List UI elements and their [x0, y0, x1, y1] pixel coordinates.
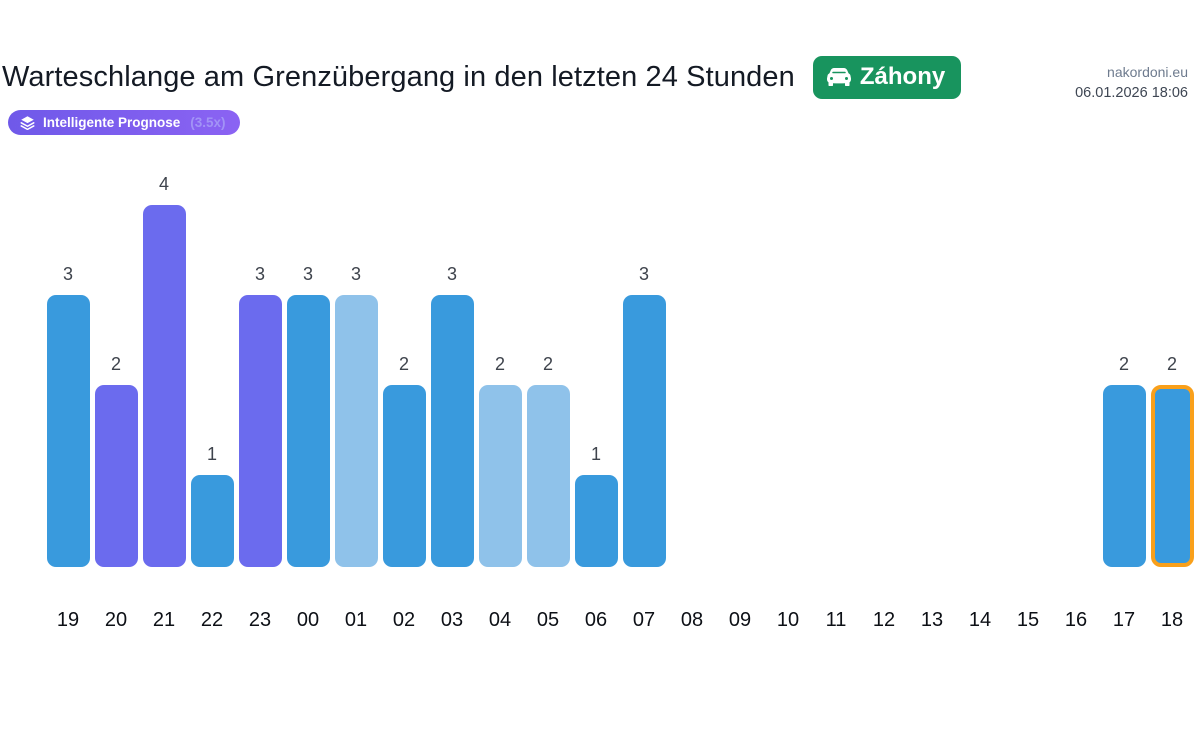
bar-value-label-23: 3 — [254, 264, 265, 284]
x-tick-19: 19 — [56, 609, 80, 631]
forecast-badge[interactable]: Intelligente Prognose (3.5x) — [8, 110, 240, 135]
x-tick-07: 07 — [632, 609, 656, 631]
bar-value-label-22: 1 — [206, 444, 217, 464]
bar-slot-00: 3 — [284, 264, 332, 567]
timestamp: 06.01.2026 18:06 — [1075, 84, 1188, 101]
bars-row: 3 2 4 1 3 3 3 2 3 2 2 1 3 2 2 — [0, 137, 1200, 567]
bar-slot-04: 2 — [476, 354, 524, 567]
bar-slot-19: 3 — [44, 264, 92, 567]
x-tick-14: 14 — [968, 609, 992, 631]
x-tick-15: 15 — [1016, 609, 1040, 631]
x-tick-23: 23 — [248, 609, 272, 631]
bar-06[interactable] — [574, 475, 618, 567]
bar-slot-07: 3 — [620, 264, 668, 567]
bar-slot-17: 2 — [1100, 354, 1148, 567]
bar-slot-20: 2 — [92, 354, 140, 567]
car-front-icon — [826, 65, 851, 89]
x-tick-16: 16 — [1064, 609, 1088, 631]
bar-value-label-04: 2 — [494, 354, 505, 374]
bar-value-label-01: 3 — [350, 264, 361, 284]
bar-slot-21: 4 — [140, 174, 188, 567]
x-tick-06: 06 — [584, 609, 608, 631]
bar-02[interactable] — [382, 385, 426, 567]
bar-value-label-00: 3 — [302, 264, 313, 284]
layers-icon — [20, 115, 35, 130]
bar-04[interactable] — [478, 385, 522, 567]
x-tick-09: 09 — [728, 609, 752, 631]
x-tick-17: 17 — [1112, 609, 1136, 631]
bar-00[interactable] — [286, 295, 330, 567]
bar-22[interactable] — [190, 475, 234, 567]
bar-slot-02: 2 — [380, 354, 428, 567]
bar-slot-05: 2 — [524, 354, 572, 567]
x-tick-08: 08 — [680, 609, 704, 631]
bar-18-highlighted[interactable] — [1150, 385, 1194, 567]
x-tick-11: 11 — [825, 609, 847, 631]
x-tick-12: 12 — [872, 609, 896, 631]
x-tick-21: 21 — [152, 609, 176, 631]
x-tick-13: 13 — [920, 609, 944, 631]
title-row: Warteschlange am Grenzübergang in den le… — [2, 56, 1200, 99]
bar-05[interactable] — [526, 385, 570, 567]
bar-slot-23: 3 — [236, 264, 284, 567]
x-tick-10: 10 — [776, 609, 800, 631]
bar-01[interactable] — [334, 295, 378, 567]
crossing-badge[interactable]: Záhony — [812, 56, 962, 99]
bar-slot-03: 3 — [428, 264, 476, 567]
crossing-badge-label: Záhony — [859, 63, 946, 90]
x-tick-20: 20 — [104, 609, 128, 631]
bar-07[interactable] — [622, 295, 666, 567]
bar-value-label-03: 3 — [446, 264, 457, 284]
bar-value-label-02: 2 — [398, 354, 409, 374]
x-tick-22: 22 — [200, 609, 224, 631]
x-tick-03: 03 — [440, 609, 464, 631]
bar-21[interactable] — [142, 205, 186, 567]
x-tick-18: 18 — [1160, 609, 1184, 631]
bar-03[interactable] — [430, 295, 474, 567]
bar-value-label-18: 2 — [1166, 354, 1177, 374]
bar-19[interactable] — [46, 295, 90, 567]
bar-slot-06: 1 — [572, 444, 620, 567]
bar-slot-01: 3 — [332, 264, 380, 567]
x-tick-02: 02 — [392, 609, 416, 631]
x-tick-05: 05 — [536, 609, 560, 631]
site-info: nakordoni.eu 06.01.2026 18:06 — [1075, 64, 1188, 102]
bar-value-label-17: 2 — [1118, 354, 1129, 374]
bar-value-label-05: 2 — [542, 354, 553, 374]
page-title: Warteschlange am Grenzübergang in den le… — [2, 60, 795, 93]
forecast-badge-label: Intelligente Prognose — [43, 115, 181, 130]
bar-slot-18: 2 — [1148, 354, 1196, 567]
x-tick-04: 04 — [488, 609, 512, 631]
x-axis-labels: 19 20 21 22 23 00 01 02 03 04 05 06 07 08 09 10 11 12 13 14… — [0, 609, 1200, 632]
x-tick-01: 01 — [344, 609, 368, 631]
bar-20[interactable] — [94, 385, 138, 567]
bar-value-label-07: 3 — [638, 264, 649, 284]
bar-value-label-19: 3 — [62, 264, 73, 284]
bar-value-label-06: 1 — [590, 444, 601, 464]
bar-slot-22: 1 — [188, 444, 236, 567]
bar-23[interactable] — [238, 295, 282, 567]
site-name[interactable]: nakordoni.eu — [1107, 64, 1188, 80]
bar-17[interactable] — [1102, 385, 1146, 567]
x-tick-00: 00 — [296, 609, 320, 631]
forecast-multiplier: (3.5x) — [190, 115, 226, 130]
bar-value-label-20: 2 — [110, 354, 121, 374]
bar-value-label-21: 4 — [158, 174, 169, 194]
